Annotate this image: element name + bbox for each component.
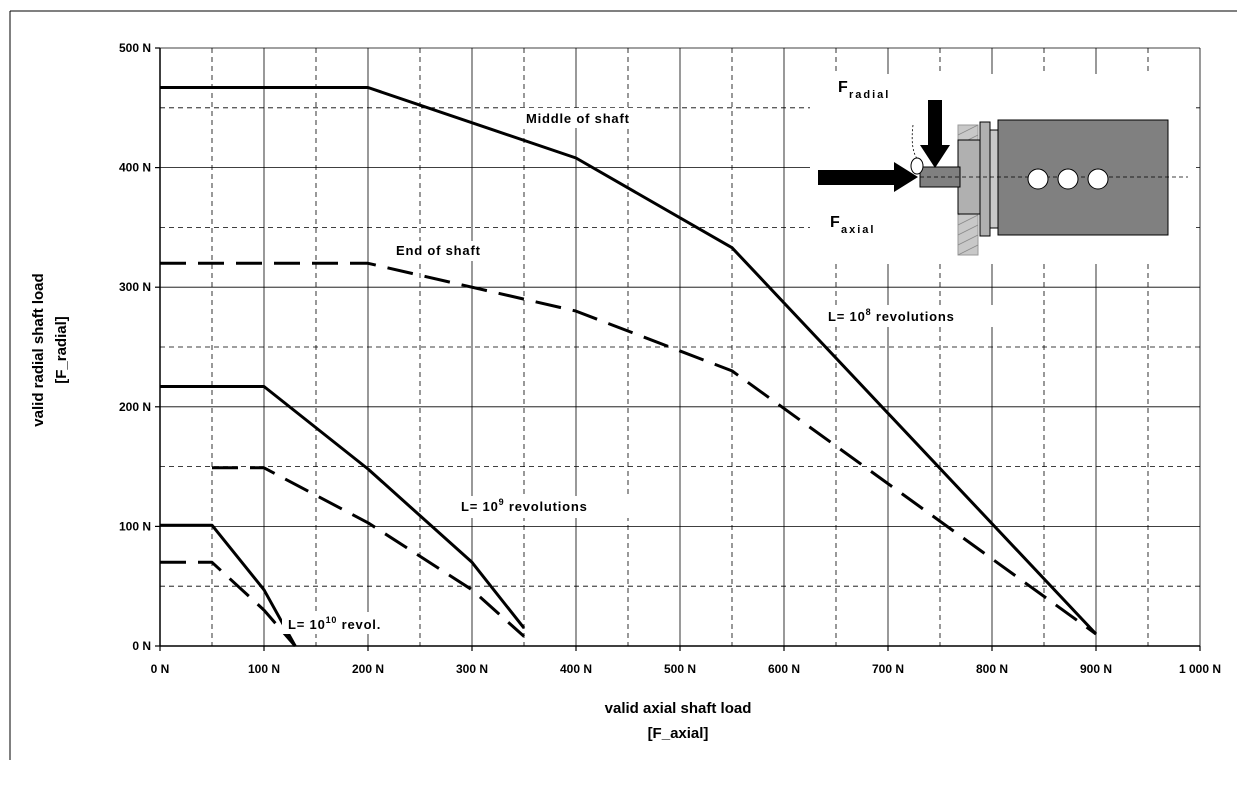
- y-tick-label: 500 N: [119, 41, 151, 55]
- y-axis-title-line2: [F_radial]: [53, 316, 70, 384]
- motor-flange: [979, 121, 991, 237]
- annotation-l8: L= 108 revolutions: [828, 307, 955, 324]
- x-tick-label: 900 N: [1080, 662, 1112, 676]
- annotation-middle-of-shaft: Middle of shaft: [526, 111, 630, 126]
- radial-force-arrow: [920, 100, 950, 168]
- x-tick-label: 400 N: [560, 662, 592, 676]
- x-tick-label: 800 N: [976, 662, 1008, 676]
- annotation-l10-exp: 10: [326, 615, 338, 625]
- series-line-5-solid: [160, 523, 297, 647]
- series-lines: [160, 86, 1098, 647]
- annotation-l10: L= 1010 revol.: [288, 615, 381, 632]
- motor-body: [997, 119, 1169, 236]
- annotation-l8-exp: 8: [866, 307, 872, 317]
- axial-force-sub: axial: [841, 224, 875, 236]
- x-tick-label: 1 000 N: [1179, 662, 1221, 676]
- y-tick-label: 0 N: [132, 639, 151, 653]
- annotation-l9-suffix: revolutions: [504, 499, 587, 514]
- shaft-deflection-end: [910, 157, 924, 175]
- motor-hole-3: [1087, 168, 1109, 190]
- series-line-3-solid: [160, 385, 526, 630]
- radial-force-sub: radial: [849, 89, 890, 101]
- annot-bg-middle: [520, 108, 646, 128]
- tick-labels: 0 N 100 N 200 N 300 N 400 N 500 N 600 N 700 N 80…: [119, 41, 1221, 676]
- x-tick-label: 200 N: [352, 662, 384, 676]
- series-line-1-solid: [160, 86, 1098, 636]
- annot-bg-l8: [822, 305, 1010, 327]
- annot-bg-l10: [282, 612, 392, 634]
- annotation-l8-prefix: L= 10: [828, 309, 866, 324]
- x-tick-label: 100 N: [248, 662, 280, 676]
- radial-force-label: F: [838, 79, 848, 96]
- motor-shaft: [919, 166, 961, 188]
- grid: [160, 47, 1201, 646]
- annotation-l10-prefix: L= 10: [288, 617, 326, 632]
- shaft-load-inset: F radial F axial: [810, 74, 1196, 264]
- y-tick-label: 200 N: [119, 400, 151, 414]
- x-tick-label: 500 N: [664, 662, 696, 676]
- annot-bg-end: [390, 241, 494, 261]
- series-line-6-dashed: [160, 560, 297, 647]
- motor-hole-2: [1057, 168, 1079, 190]
- series-line-2-dashed: [160, 261, 1097, 636]
- annot-bg-l9: [456, 496, 642, 518]
- motor-hole-1: [1027, 168, 1049, 190]
- annotation-l10-suffix: revol.: [337, 617, 381, 632]
- annotation-l8-suffix: revolutions: [871, 309, 954, 324]
- annotation-l9-exp: 9: [499, 497, 505, 507]
- annotation-end-of-shaft: End of shaft: [396, 243, 481, 258]
- x-tick-label: 600 N: [768, 662, 800, 676]
- x-tick-label: 300 N: [456, 662, 488, 676]
- y-tick-label: 100 N: [119, 519, 151, 533]
- axes: [155, 47, 1201, 651]
- axial-force-arrow: [818, 162, 918, 192]
- x-axis-title-line2: [F_axial]: [648, 725, 709, 742]
- annotation-l9: L= 109 revolutions: [461, 497, 588, 514]
- x-tick-label: 700 N: [872, 662, 904, 676]
- annotation-l9-prefix: L= 10: [461, 499, 499, 514]
- x-axis-title-line1: valid axial shaft load: [605, 700, 752, 717]
- y-axis-title-line1: valid radial shaft load: [30, 273, 47, 426]
- y-tick-label: 300 N: [119, 280, 151, 294]
- series-line-4-dashed: [212, 466, 526, 638]
- axial-force-label: F: [830, 214, 840, 231]
- y-tick-label: 400 N: [119, 161, 151, 175]
- motor-flange-ring: [989, 129, 999, 229]
- x-tick-label: 0 N: [151, 662, 170, 676]
